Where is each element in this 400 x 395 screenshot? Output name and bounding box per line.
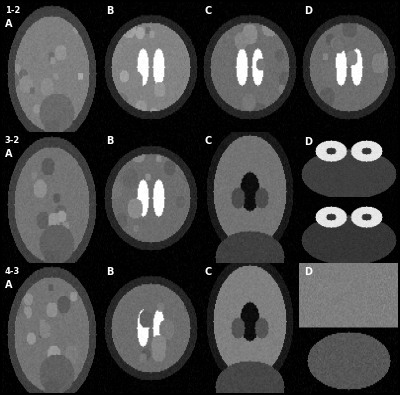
Text: A: A	[5, 19, 12, 29]
Text: B: B	[106, 136, 113, 146]
Text: A: A	[5, 280, 12, 290]
Text: A: A	[5, 149, 12, 159]
Text: D: D	[304, 137, 312, 147]
Text: C: C	[205, 267, 212, 276]
Text: B: B	[106, 6, 113, 16]
Text: D: D	[304, 6, 312, 16]
Text: C: C	[205, 6, 212, 16]
Text: 1-2: 1-2	[5, 6, 20, 15]
Text: 3-2: 3-2	[5, 136, 20, 145]
Text: C: C	[205, 136, 212, 146]
Text: D: D	[304, 267, 312, 276]
Text: 4-3: 4-3	[5, 267, 20, 276]
Text: B: B	[106, 267, 113, 276]
